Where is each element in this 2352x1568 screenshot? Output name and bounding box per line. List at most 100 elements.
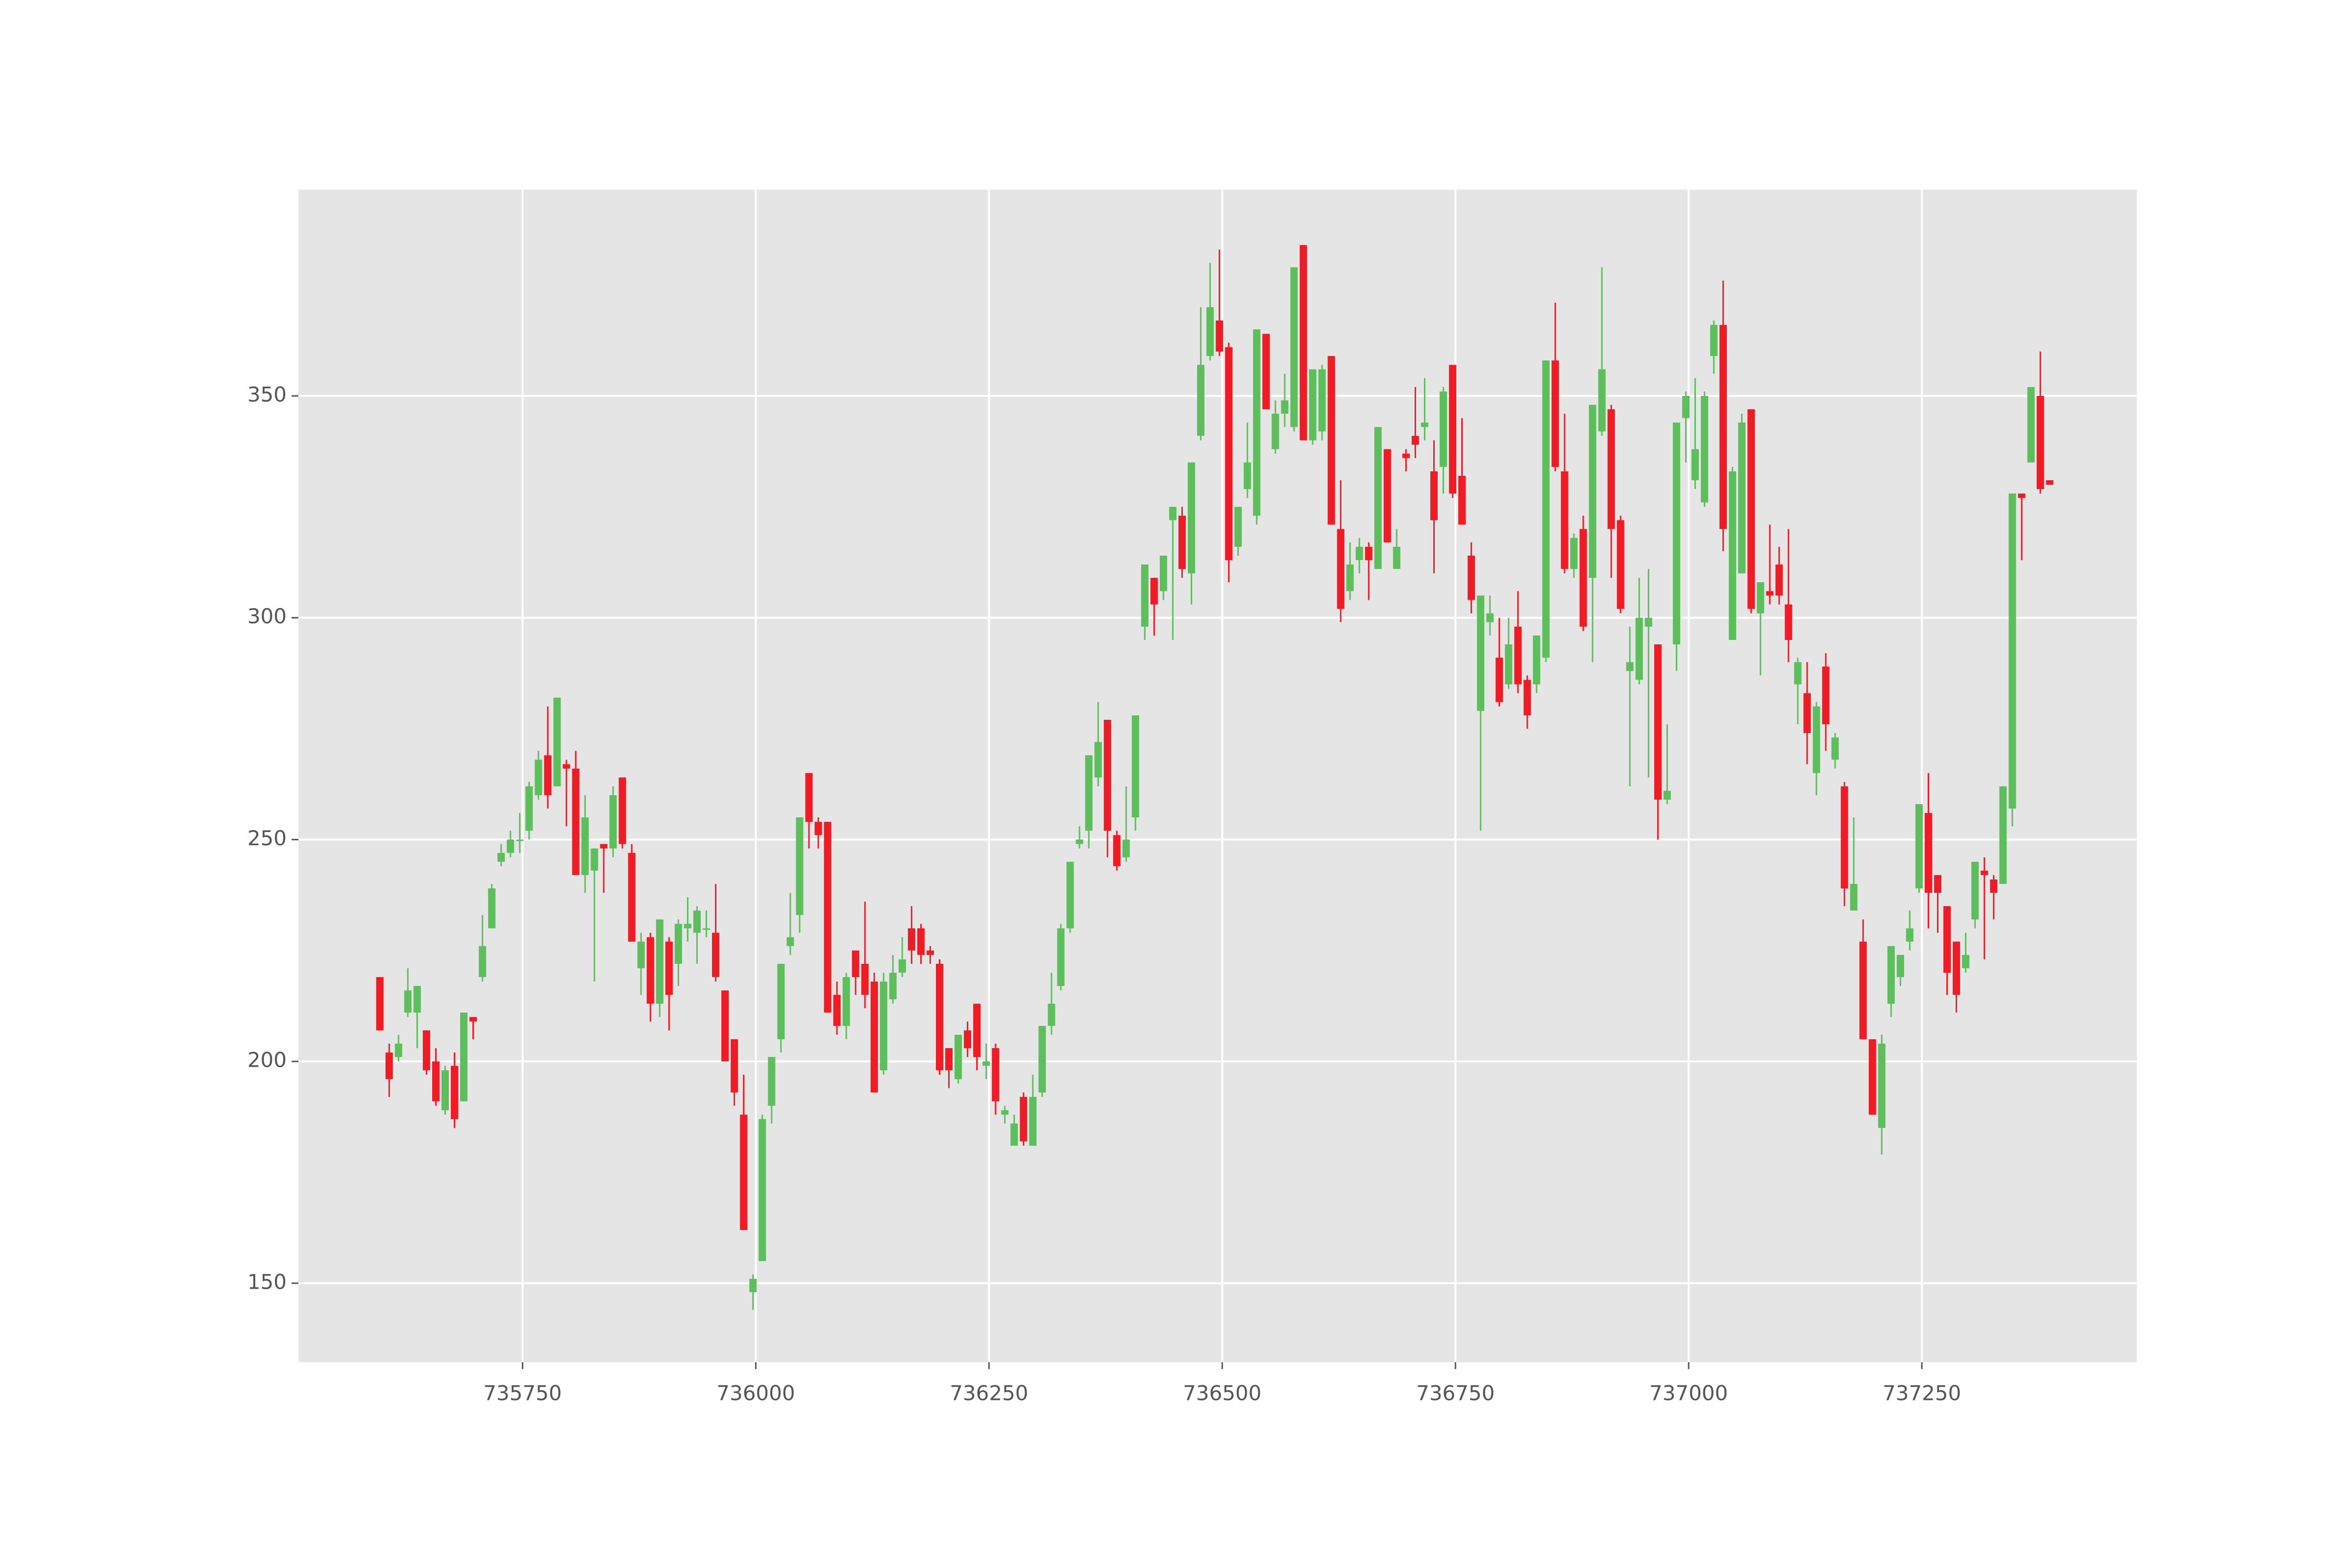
candle-body (964, 1030, 972, 1048)
candle-body (1197, 365, 1205, 436)
candle-body (889, 973, 897, 1000)
candle-body (1523, 680, 1531, 715)
candle-body (665, 941, 673, 995)
candle-body (1272, 414, 1279, 449)
candle-body (581, 817, 589, 875)
y-tick-label: 350 (247, 383, 287, 407)
candle-body (852, 950, 859, 978)
candle-body (880, 981, 887, 1071)
candle-body (1906, 928, 1913, 942)
candle-body (693, 910, 701, 933)
candle-body (898, 959, 906, 973)
candle-body (563, 764, 570, 769)
candle-body (1365, 546, 1372, 561)
candle-body (684, 924, 691, 929)
candle-body (1309, 369, 1317, 441)
candle-body (1393, 546, 1400, 569)
candle-body (833, 995, 841, 1026)
candle-body (376, 977, 384, 1030)
candle-body (777, 963, 785, 1039)
candle-body (1915, 804, 1923, 889)
candle-body (2018, 493, 2026, 498)
candle-body (1775, 564, 1783, 596)
candle-body (656, 919, 663, 1004)
candle-body (1542, 360, 1550, 658)
candle-body (1178, 515, 1186, 569)
candle-body (1561, 471, 1568, 569)
candle-body (1440, 391, 1447, 467)
candle-body (982, 1061, 990, 1066)
candle-body (1747, 409, 1755, 609)
candle-body (796, 817, 804, 915)
candle-body (1066, 861, 1074, 929)
candle-body (703, 928, 710, 930)
candle-body (1868, 1039, 1876, 1115)
candle-body (1383, 449, 1391, 542)
candle-body (590, 848, 598, 871)
candle-body (1925, 813, 1933, 893)
candle-body (1691, 449, 1699, 481)
candle-body (1663, 790, 1671, 800)
candle-body (805, 773, 813, 822)
candle-body (1981, 870, 1988, 875)
candle-body (460, 1012, 468, 1102)
candle-body (1589, 405, 1596, 578)
candle-body (1244, 462, 1251, 490)
candle-body (1859, 941, 1867, 1039)
candle-body (1672, 422, 1680, 645)
candle-body (1766, 591, 1774, 596)
candle-body (1290, 267, 1298, 427)
candle-body (1402, 453, 1410, 458)
candle-body (1010, 1123, 1018, 1146)
candle-body (1570, 538, 1578, 569)
candle-body (1355, 546, 1363, 561)
candle-body (786, 937, 794, 946)
candle-body (1327, 356, 1335, 525)
x-tick-label: 736000 (716, 1381, 795, 1405)
candle-body (973, 1004, 981, 1057)
candle-body (1514, 626, 1522, 685)
candle-body (1990, 879, 1998, 893)
candle-body (1710, 325, 1718, 356)
candle-body (525, 786, 533, 831)
candle-body (404, 990, 412, 1013)
x-tick-label: 735750 (483, 1381, 562, 1405)
candle-body (1896, 955, 1904, 978)
x-tick-label: 736250 (950, 1381, 1028, 1405)
candle-body (497, 853, 505, 862)
candle-body (441, 1070, 449, 1110)
candle-body (1131, 715, 1139, 818)
candle-body (1738, 422, 1746, 574)
candle-body (1234, 507, 1242, 547)
candle-body (926, 950, 934, 955)
candle-body (1430, 471, 1438, 520)
candle-body (1701, 396, 1709, 503)
candle-body (600, 844, 608, 849)
candle-body (1085, 755, 1093, 831)
candle-body (1813, 706, 1820, 773)
candle-body (1822, 666, 1830, 725)
y-tick-label: 200 (247, 1048, 287, 1072)
candle-body (2046, 480, 2054, 485)
candle-body (507, 839, 514, 853)
candle-body (637, 941, 645, 968)
candle-body (1831, 737, 1839, 760)
candle-body (768, 1057, 776, 1106)
candle-body (618, 777, 626, 844)
candle-body (469, 1017, 477, 1022)
x-tick-label: 737000 (1649, 1381, 1728, 1405)
candle-body (1999, 786, 2007, 884)
candle-body (1878, 1043, 1886, 1128)
candle-body (1262, 334, 1270, 410)
candle-body (749, 1278, 757, 1292)
candle-body (1486, 613, 1494, 622)
candle-body (422, 1030, 430, 1071)
candle-body (945, 1048, 953, 1071)
candle-body (385, 1053, 393, 1079)
candle-body (1150, 578, 1158, 605)
candle-body (488, 888, 496, 929)
candle-body (2036, 396, 2044, 490)
candle-body (674, 924, 682, 964)
candle-body (1551, 360, 1559, 467)
candle-body (2027, 387, 2035, 463)
